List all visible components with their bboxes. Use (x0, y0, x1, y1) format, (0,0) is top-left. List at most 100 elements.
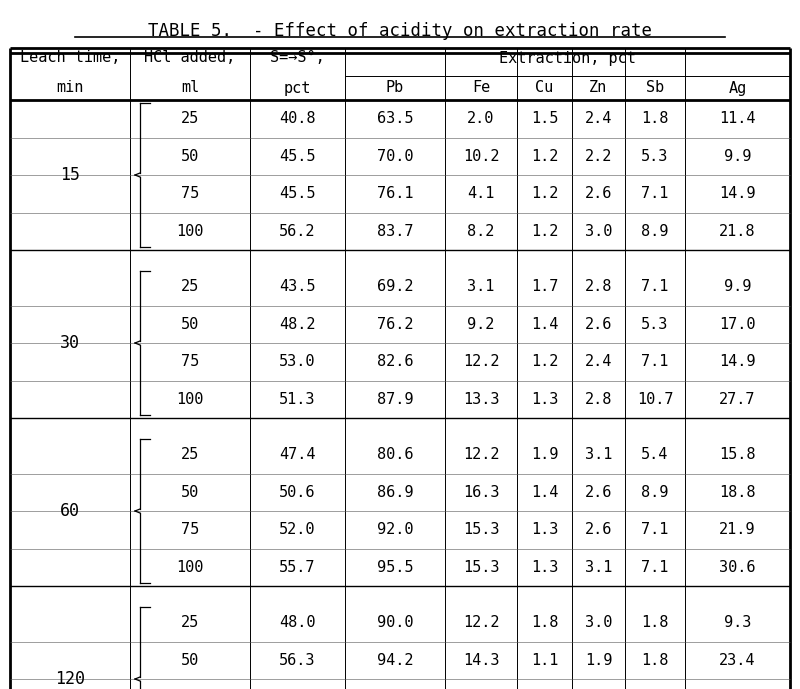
Text: 12.2: 12.2 (462, 354, 499, 369)
Text: 76.1: 76.1 (377, 186, 414, 201)
Text: 83.7: 83.7 (377, 224, 414, 239)
Text: 30.6: 30.6 (719, 559, 756, 575)
Text: 12.2: 12.2 (462, 447, 499, 462)
Text: 50: 50 (181, 485, 199, 500)
Text: 1.2: 1.2 (531, 186, 558, 201)
Text: 25: 25 (181, 111, 199, 126)
Text: 70.0: 70.0 (377, 149, 414, 164)
Text: 5.3: 5.3 (642, 149, 669, 164)
Text: 50: 50 (181, 317, 199, 331)
Text: 1.7: 1.7 (531, 279, 558, 294)
Text: 1.9: 1.9 (531, 447, 558, 462)
Text: 86.9: 86.9 (377, 485, 414, 500)
Text: 50: 50 (181, 652, 199, 668)
Text: 21.8: 21.8 (719, 224, 756, 239)
Text: 23.4: 23.4 (719, 652, 756, 668)
Text: 1.8: 1.8 (642, 615, 669, 630)
Text: 40.8: 40.8 (279, 111, 316, 126)
Text: 2.6: 2.6 (585, 186, 612, 201)
Text: 14.9: 14.9 (719, 186, 756, 201)
Text: 11.4: 11.4 (719, 111, 756, 126)
Text: 17.0: 17.0 (719, 317, 756, 331)
Text: 60: 60 (60, 502, 80, 520)
Text: 30: 30 (60, 334, 80, 352)
Text: 51.3: 51.3 (279, 392, 316, 407)
Text: 1.8: 1.8 (642, 652, 669, 668)
Text: 21.9: 21.9 (719, 522, 756, 537)
Text: 53.0: 53.0 (279, 354, 316, 369)
Text: 12.2: 12.2 (462, 615, 499, 630)
Text: 69.2: 69.2 (377, 279, 414, 294)
Text: 1.3: 1.3 (531, 392, 558, 407)
Text: 9.9: 9.9 (724, 279, 751, 294)
Text: 120: 120 (55, 670, 85, 688)
Text: 4.1: 4.1 (467, 186, 494, 201)
Text: 52.0: 52.0 (279, 522, 316, 537)
Text: Cu: Cu (535, 81, 554, 96)
Text: 2.8: 2.8 (585, 392, 612, 407)
Text: 13.3: 13.3 (462, 392, 499, 407)
Text: 2.8: 2.8 (585, 279, 612, 294)
Text: Pb: Pb (386, 81, 404, 96)
Text: pct: pct (284, 81, 311, 96)
Text: 1.2: 1.2 (531, 149, 558, 164)
Text: 3.1: 3.1 (585, 447, 612, 462)
Text: TABLE 5.  - Effect of acidity on extraction rate: TABLE 5. - Effect of acidity on extracti… (148, 22, 652, 40)
Text: 7.1: 7.1 (642, 186, 669, 201)
Text: 1.1: 1.1 (531, 652, 558, 668)
Text: 7.1: 7.1 (642, 522, 669, 537)
Text: 82.6: 82.6 (377, 354, 414, 369)
Text: Zn: Zn (590, 81, 608, 96)
Text: 2.6: 2.6 (585, 485, 612, 500)
Text: 80.6: 80.6 (377, 447, 414, 462)
Text: 1.9: 1.9 (585, 652, 612, 668)
Text: 2.4: 2.4 (585, 111, 612, 126)
Text: 25: 25 (181, 447, 199, 462)
Text: 100: 100 (176, 224, 204, 239)
Text: 15.3: 15.3 (462, 559, 499, 575)
Text: 16.3: 16.3 (462, 485, 499, 500)
Text: S=→S°,: S=→S°, (270, 50, 325, 65)
Text: 3.1: 3.1 (467, 279, 494, 294)
Text: 1.3: 1.3 (531, 559, 558, 575)
Text: 100: 100 (176, 392, 204, 407)
Text: Sb: Sb (646, 81, 664, 96)
Text: 25: 25 (181, 279, 199, 294)
Text: 18.8: 18.8 (719, 485, 756, 500)
Text: 1.8: 1.8 (642, 111, 669, 126)
Text: 47.4: 47.4 (279, 447, 316, 462)
Text: 56.2: 56.2 (279, 224, 316, 239)
Text: 9.9: 9.9 (724, 149, 751, 164)
Text: 14.3: 14.3 (462, 652, 499, 668)
Text: 1.3: 1.3 (531, 522, 558, 537)
Text: 2.4: 2.4 (585, 354, 612, 369)
Text: 50.6: 50.6 (279, 485, 316, 500)
Text: ml: ml (181, 81, 199, 96)
Text: 1.4: 1.4 (531, 317, 558, 331)
Text: 94.2: 94.2 (377, 652, 414, 668)
Text: 5.3: 5.3 (642, 317, 669, 331)
Text: 25: 25 (181, 615, 199, 630)
Text: 14.9: 14.9 (719, 354, 756, 369)
Text: 10.7: 10.7 (637, 392, 674, 407)
Text: 100: 100 (176, 559, 204, 575)
Text: 3.0: 3.0 (585, 224, 612, 239)
Text: 15: 15 (60, 166, 80, 184)
Text: HCl added,: HCl added, (144, 50, 236, 65)
Text: 76.2: 76.2 (377, 317, 414, 331)
Text: 56.3: 56.3 (279, 652, 316, 668)
Text: Fe: Fe (472, 81, 490, 96)
Text: 2.6: 2.6 (585, 317, 612, 331)
Text: 1.8: 1.8 (531, 615, 558, 630)
Text: 2.6: 2.6 (585, 522, 612, 537)
Text: 10.2: 10.2 (462, 149, 499, 164)
Text: 45.5: 45.5 (279, 186, 316, 201)
Text: 95.5: 95.5 (377, 559, 414, 575)
Text: 3.0: 3.0 (585, 615, 612, 630)
Text: 55.7: 55.7 (279, 559, 316, 575)
Text: 8.9: 8.9 (642, 224, 669, 239)
Text: 1.2: 1.2 (531, 354, 558, 369)
Text: 15.8: 15.8 (719, 447, 756, 462)
Text: Ag: Ag (728, 81, 746, 96)
Text: 75: 75 (181, 354, 199, 369)
